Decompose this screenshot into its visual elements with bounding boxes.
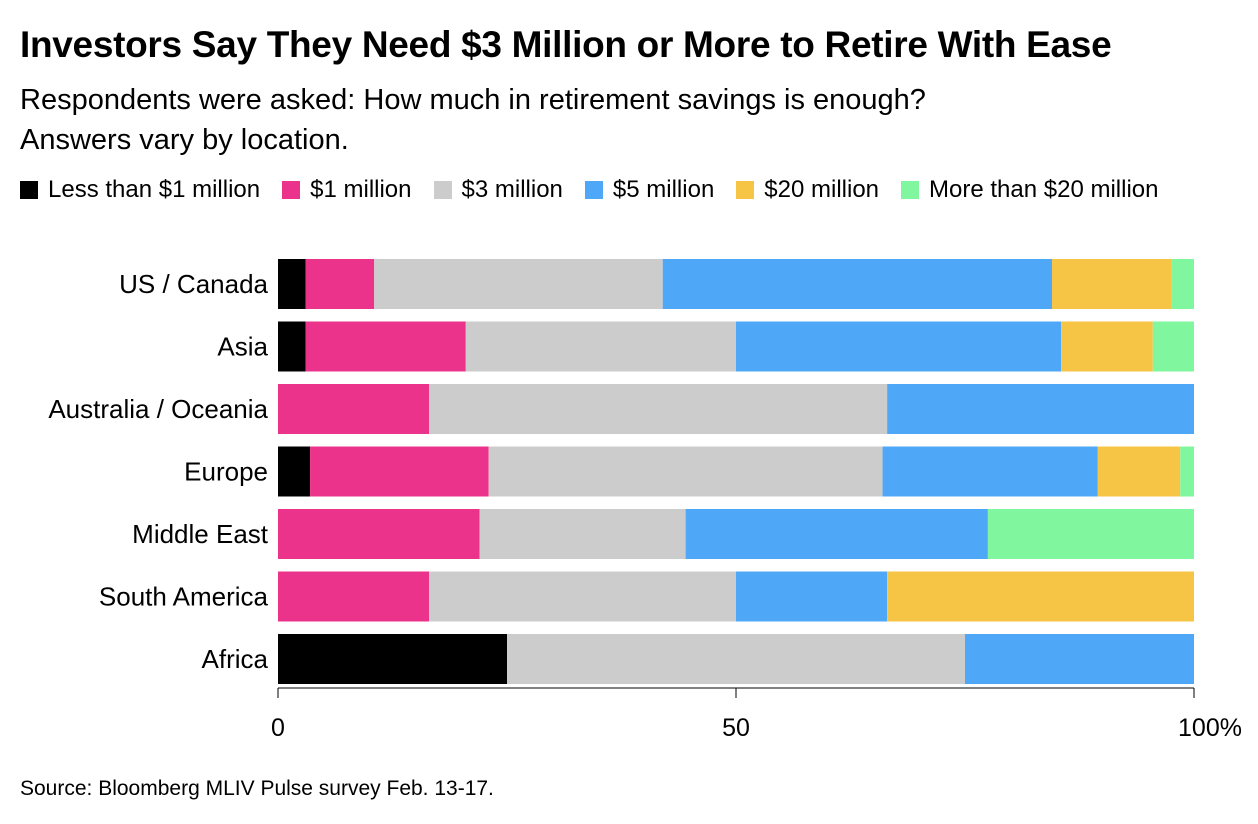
category-label-south-america: South America <box>99 582 269 612</box>
bar-segment-us-canada-3-million <box>374 259 663 309</box>
chart-subtitle: Respondents were asked: How much in reti… <box>20 80 1220 160</box>
bar-segment-australia-oceania-1-million <box>278 384 430 434</box>
legend-item-1-million: $1 million <box>282 172 412 208</box>
legend-label: $20 million <box>764 176 880 203</box>
bar-segment-south-america-3-million <box>429 571 736 622</box>
bar-segment-asia-less-than-1-million <box>278 321 306 372</box>
bar-segment-africa-less-than-1-million <box>278 634 507 684</box>
bar-segment-europe-5-million <box>882 446 1098 497</box>
category-label-asia: Asia <box>217 332 268 362</box>
bar-segment-middle-east-more-than-20-million <box>987 509 1194 559</box>
bar-segment-australia-oceania-3-million <box>429 384 888 434</box>
x-tick-label: 50 <box>722 714 750 742</box>
bar-segment-asia-20-million <box>1061 321 1153 372</box>
bar-segment-us-canada-20-million <box>1052 259 1172 309</box>
bar-segment-europe-less-than-1-million <box>278 446 311 497</box>
bar-segment-south-america-5-million <box>736 571 888 622</box>
bar-segment-middle-east-5-million <box>685 509 988 559</box>
legend-swatch <box>433 181 452 199</box>
stacked-bar-chart: US / Canada Asia Australia / Oceania Europe… <box>48 259 1242 742</box>
category-label-us-canada: US / Canada <box>119 269 268 299</box>
legend-label: Less than $1 million <box>48 176 261 203</box>
bar-segment-europe-3-million <box>488 446 883 497</box>
legend-swatch <box>901 181 920 199</box>
category-label-europe: Europe <box>184 457 268 487</box>
x-tick-label: 100% <box>1178 714 1242 742</box>
bar-segment-asia-5-million <box>736 321 1062 372</box>
bar-segment-us-canada-1-million <box>305 259 375 309</box>
bar-segment-middle-east-3-million <box>479 509 686 559</box>
bar-segment-south-america-20-million <box>887 571 1194 622</box>
legend-label: $1 million <box>310 176 412 203</box>
chart-legend: Less than $1 million $1 million $3 million… <box>20 172 1220 208</box>
legend-label: $3 million <box>461 176 563 203</box>
legend-swatch <box>584 181 603 199</box>
legend-item-3-million: $3 million <box>433 172 563 208</box>
legend-swatch <box>282 181 301 199</box>
category-label-middle-east: Middle East <box>132 519 269 549</box>
legend-item-20-million: $20 million <box>736 172 879 208</box>
bar-segment-europe-1-million <box>310 446 489 497</box>
legend-label: More than $20 million <box>929 176 1159 203</box>
bar-segment-asia-1-million <box>305 321 466 372</box>
legend-swatch <box>736 181 755 199</box>
source-note: Source: Bloomberg MLIV Pulse survey Feb.… <box>20 777 494 800</box>
legend-item-more-than-20-million: More than $20 million <box>901 172 1158 208</box>
bar-segment-australia-oceania-5-million <box>887 384 1194 434</box>
legend-swatch <box>20 181 38 199</box>
legend-item-5-million: $5 million <box>584 172 715 208</box>
bar-segment-africa-5-million <box>965 634 1194 684</box>
bar-segment-asia-3-million <box>465 321 736 372</box>
bar-segment-us-canada-less-than-1-million <box>278 259 306 309</box>
bar-segment-us-canada-5-million <box>662 259 1053 309</box>
bar-segment-us-canada-more-than-20-million <box>1171 259 1194 309</box>
bar-segment-south-america-1-million <box>278 571 430 622</box>
x-tick-label: 0 <box>271 714 285 742</box>
bar-segment-europe-more-than-20-million <box>1180 446 1194 497</box>
category-label-australia-oceania: Australia / Oceania <box>48 394 268 424</box>
bar-segment-africa-3-million <box>507 634 965 684</box>
bar-segment-asia-more-than-20-million <box>1152 321 1194 372</box>
category-label-africa: Africa <box>202 644 269 674</box>
bar-segment-europe-20-million <box>1097 446 1181 497</box>
chart-title: Investors Say They Need $3 Million or Mo… <box>20 24 1112 65</box>
legend-label: $5 million <box>612 176 715 203</box>
bar-segment-middle-east-1-million <box>278 509 480 559</box>
subtitle-line-1: Respondents were asked: How much in reti… <box>20 84 926 116</box>
subtitle-line-2: Answers vary by location. <box>20 124 349 156</box>
legend-item-less-than-1-million: Less than $1 million <box>20 172 260 208</box>
